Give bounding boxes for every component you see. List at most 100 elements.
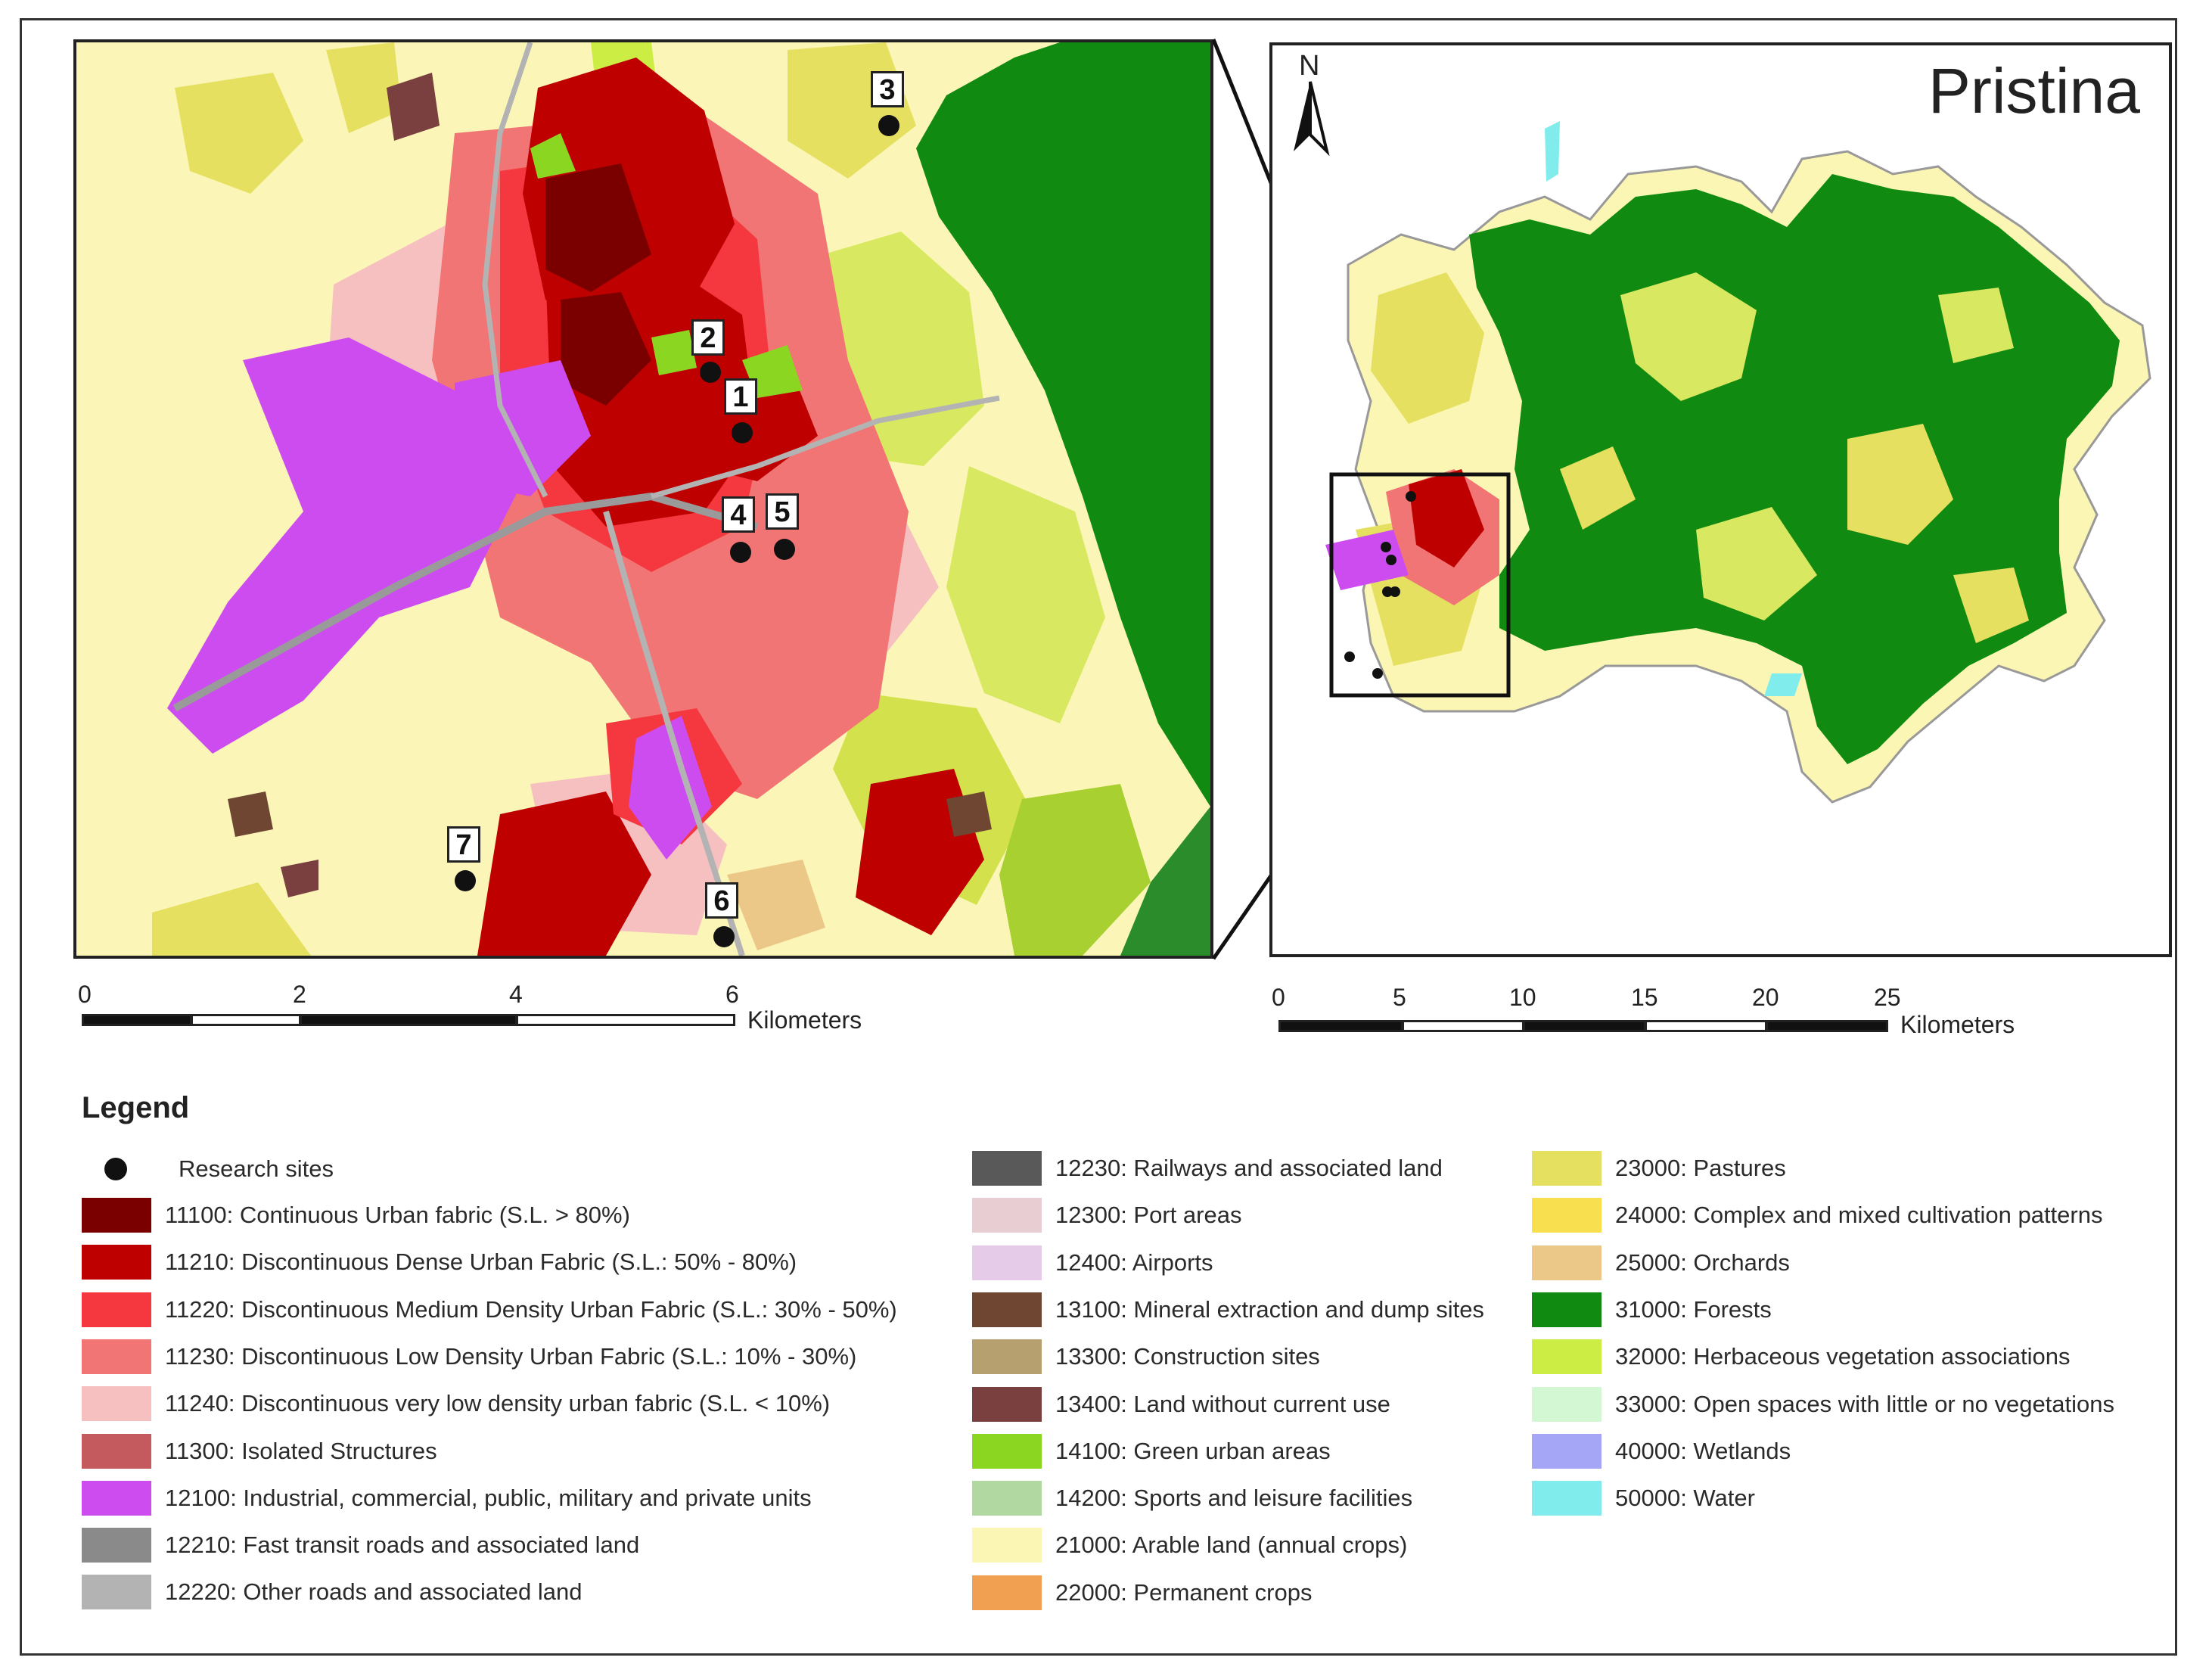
legend-item: 14200: Sports and leisure facilities bbox=[972, 1479, 1412, 1517]
legend-item: 33000: Open spaces with little or no veg… bbox=[1532, 1385, 2114, 1423]
legend-swatch bbox=[1532, 1433, 1602, 1469]
legend-label: 32000: Herbaceous vegetation association… bbox=[1615, 1343, 2071, 1370]
legend-swatch bbox=[1532, 1339, 1602, 1375]
research-site-3 bbox=[878, 115, 899, 136]
legend-label: 11210: Discontinuous Dense Urban Fabric … bbox=[165, 1249, 797, 1276]
legend-swatch bbox=[1532, 1386, 1602, 1422]
legend-swatch bbox=[82, 1339, 151, 1374]
legend-swatch bbox=[1532, 1198, 1602, 1233]
legend-label: 11240: Discontinuous very low density ur… bbox=[165, 1390, 831, 1417]
legend-label: 11300: Isolated Structures bbox=[165, 1437, 437, 1464]
legend-label: 11100: Continuous Urban fabric (S.L. > 8… bbox=[165, 1202, 630, 1228]
scale-unit: Kilometers bbox=[747, 1006, 862, 1034]
legend-swatch bbox=[1532, 1481, 1602, 1516]
legend-swatch bbox=[972, 1575, 1042, 1610]
scale-tick: 4 bbox=[509, 981, 523, 1008]
legend-item: 11230: Discontinuous Low Density Urban F… bbox=[82, 1338, 856, 1376]
legend-item: 12230: Railways and associated land bbox=[972, 1149, 1443, 1187]
legend-item: 24000: Complex and mixed cultivation pat… bbox=[1532, 1196, 2102, 1234]
legend-swatch bbox=[82, 1575, 151, 1610]
legend-label: 12210: Fast transit roads and associated… bbox=[165, 1532, 640, 1559]
legend-label: 40000: Wetlands bbox=[1615, 1437, 1791, 1464]
research-site-symbol bbox=[104, 1158, 127, 1180]
research-site-6 bbox=[713, 926, 735, 947]
legend-label: 13400: Land without current use bbox=[1055, 1390, 1390, 1417]
legend-swatch bbox=[1532, 1292, 1602, 1327]
legend-item: 12220: Other roads and associated land bbox=[82, 1573, 583, 1611]
scale-tick: 2 bbox=[293, 981, 306, 1008]
legend-item: 11240: Discontinuous very low density ur… bbox=[82, 1385, 830, 1423]
legend-swatch bbox=[1532, 1245, 1602, 1280]
scale-tick: 0 bbox=[78, 981, 92, 1008]
legend-title: Legend bbox=[82, 1091, 190, 1124]
legend-swatch bbox=[82, 1386, 151, 1422]
legend-item: 21000: Arable land (annual crops) bbox=[972, 1526, 1407, 1564]
site-label-1: 1 bbox=[724, 378, 757, 415]
legend-item: 11210: Discontinuous Dense Urban Fabric … bbox=[82, 1243, 797, 1281]
legend-label: 12400: Airports bbox=[1055, 1249, 1213, 1276]
legend-item: 40000: Wetlands bbox=[1532, 1432, 1791, 1470]
legend-item: 12300: Port areas bbox=[972, 1196, 1241, 1234]
detail-extent-box bbox=[1329, 472, 1511, 698]
legend-swatch bbox=[972, 1386, 1042, 1422]
scale-tick: 20 bbox=[1752, 984, 1779, 1011]
legend-item: 12210: Fast transit roads and associated… bbox=[82, 1526, 639, 1564]
legend-swatch bbox=[972, 1528, 1042, 1563]
legend-item: 12100: Industrial, commercial, public, m… bbox=[82, 1479, 812, 1517]
north-label: N bbox=[1299, 50, 1320, 82]
research-site-5 bbox=[774, 539, 795, 560]
site-label-6: 6 bbox=[705, 882, 738, 919]
legend-label: 14100: Green urban areas bbox=[1055, 1437, 1331, 1464]
legend-item: 13300: Construction sites bbox=[972, 1338, 1320, 1376]
site-label-2: 2 bbox=[691, 319, 725, 356]
legend-label: 11220: Discontinuous Medium Density Urba… bbox=[165, 1295, 897, 1323]
legend-swatch bbox=[1532, 1151, 1602, 1186]
legend-label: 21000: Arable land (annual crops) bbox=[1055, 1532, 1408, 1559]
legend-swatch bbox=[82, 1528, 151, 1563]
legend-label: 31000: Forests bbox=[1615, 1295, 1772, 1323]
legend-item: 11100: Continuous Urban fabric (S.L. > 8… bbox=[82, 1196, 630, 1234]
legend-item: 50000: Water bbox=[1532, 1479, 1755, 1517]
legend-item: 25000: Orchards bbox=[1532, 1244, 1790, 1282]
legend-label: 33000: Open spaces with little or no veg… bbox=[1615, 1390, 2115, 1417]
legend-item: 32000: Herbaceous vegetation association… bbox=[1532, 1338, 2070, 1376]
legend-label: 13300: Construction sites bbox=[1055, 1343, 1320, 1370]
legend-swatch bbox=[82, 1245, 151, 1280]
legend-item: 31000: Forests bbox=[1532, 1291, 1772, 1329]
legend-item: 12400: Airports bbox=[972, 1244, 1213, 1282]
research-site-2 bbox=[700, 362, 721, 383]
legend-swatch bbox=[82, 1433, 151, 1469]
research-site-1 bbox=[732, 422, 753, 443]
legend-swatch bbox=[82, 1480, 151, 1516]
legend-item: 13100: Mineral extraction and dump sites bbox=[972, 1291, 1484, 1329]
legend-label: 23000: Pastures bbox=[1615, 1155, 1786, 1181]
legend-swatch bbox=[972, 1198, 1042, 1233]
scale-tick: 0 bbox=[1272, 984, 1285, 1011]
legend-label: 12220: Other roads and associated land bbox=[165, 1578, 583, 1606]
site-label-3: 3 bbox=[871, 71, 904, 107]
legend-swatch bbox=[972, 1292, 1042, 1327]
land-use-detail bbox=[152, 42, 1210, 956]
legend-item: 11220: Discontinuous Medium Density Urba… bbox=[82, 1291, 897, 1329]
legend-label: 12300: Port areas bbox=[1055, 1202, 1242, 1229]
site-label-7: 7 bbox=[447, 826, 480, 863]
scale-tick: 10 bbox=[1509, 984, 1536, 1011]
legend-label: 22000: Permanent crops bbox=[1055, 1578, 1313, 1606]
legend-swatch bbox=[972, 1245, 1042, 1280]
legend-swatch bbox=[972, 1151, 1042, 1186]
scale-tick: 15 bbox=[1631, 984, 1658, 1011]
legend-label: 12230: Railways and associated land bbox=[1055, 1155, 1443, 1181]
region-title: Pristina bbox=[1928, 55, 2140, 126]
legend-label: 14200: Sports and leisure facilities bbox=[1055, 1485, 1413, 1512]
legend-item: 23000: Pastures bbox=[1532, 1149, 1786, 1187]
municipality-land-use bbox=[1325, 121, 2151, 804]
legend-item: 14100: Green urban areas bbox=[972, 1432, 1331, 1470]
legend-research-sites: Research sites bbox=[82, 1150, 334, 1188]
research-site-7 bbox=[455, 870, 476, 891]
legend-label: 24000: Complex and mixed cultivation pat… bbox=[1615, 1202, 2103, 1229]
figure-frame bbox=[20, 18, 2177, 1656]
legend-label: 50000: Water bbox=[1615, 1485, 1755, 1512]
legend-swatch bbox=[972, 1339, 1042, 1375]
legend-swatch bbox=[972, 1433, 1042, 1469]
legend-label: 12100: Industrial, commercial, public, m… bbox=[165, 1484, 812, 1511]
